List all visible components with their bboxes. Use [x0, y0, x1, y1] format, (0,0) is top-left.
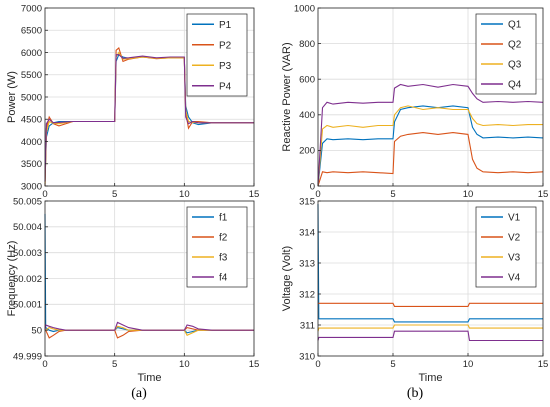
panel1-ytick-label: 3500	[21, 159, 42, 170]
panel3-legend-label-Q1: Q1	[508, 20, 522, 31]
panel4-xlabel: Time	[418, 372, 442, 384]
panel2-xtick-label: 0	[42, 359, 47, 370]
panel2-series-f2	[45, 326, 254, 339]
panel4-axes-box	[317, 200, 544, 357]
panel4-xtick-label: 5	[390, 359, 395, 370]
panel3-legend-box	[475, 13, 537, 95]
panel4-xtick-label: 10	[463, 359, 474, 370]
caption-a: (a)	[131, 386, 147, 401]
panel1-ytick-label: 3000	[21, 181, 42, 192]
panel1-xtick-label: 0	[42, 189, 47, 200]
panel3-legend-label-Q3: Q3	[508, 60, 522, 71]
panel2-ytick-label: 49.999	[13, 351, 42, 362]
panel2-legend-label-f4: f4	[219, 273, 228, 284]
panel2-ylabel: Frequency (Hz)	[6, 241, 18, 317]
panel4-legend-label-V4: V4	[508, 273, 521, 284]
panel3-ytick-label: 800	[299, 39, 315, 50]
panel4-legend-label-V2: V2	[508, 233, 521, 244]
panel2-ytick-label: 50	[31, 325, 42, 336]
panel3-axes-box	[317, 7, 544, 187]
panel3-ytick-label: 0	[310, 181, 315, 192]
panel1-ytick-label: 6000	[21, 48, 42, 59]
panel2-xtick-label: 15	[249, 359, 260, 370]
panel1-series-P4	[44, 54, 254, 182]
panel3-ytick-label: 400	[299, 110, 315, 121]
panel1-ytick-label: 6500	[21, 26, 42, 37]
panel1-legend-label-P4: P4	[219, 81, 232, 92]
panel3-series-Q3	[317, 105, 543, 187]
panel3-legend-label-Q4: Q4	[508, 80, 522, 91]
panel2-ytick-label: 50.003	[13, 248, 42, 259]
panel2-xlabel: Time	[137, 372, 161, 384]
panel4-legend-label-V1: V1	[508, 213, 521, 224]
panel3-ytick-label: 200	[299, 146, 315, 157]
panel4-legend-label-V3: V3	[508, 253, 521, 264]
panel4-ytick-label: 314	[299, 227, 315, 238]
panel1-ytick-label: 4000	[21, 137, 42, 148]
panel2-series-f4	[44, 321, 254, 331]
panel4-series-V3	[317, 324, 543, 332]
panel4-series-V1	[317, 204, 543, 323]
panel1-ytick-label: 7000	[21, 3, 42, 14]
panel2-ytick-label: 50.001	[13, 300, 42, 311]
panel4-series-V4	[317, 330, 543, 342]
panel4-ytick-label: 315	[299, 196, 315, 207]
panel3-xtick-label: 10	[463, 189, 474, 200]
panel1-xtick-label: 15	[249, 189, 260, 200]
panel1-legend-label-P2: P2	[219, 40, 232, 51]
panel1-xtick-label: 5	[112, 189, 117, 200]
panel4-ytick-label: 312	[299, 289, 315, 300]
panel3-ytick-label: 1000	[294, 3, 315, 14]
panel4-xtick-label: 15	[538, 359, 549, 370]
panel3-ylabel: Reactive Power (VAR)	[281, 42, 293, 151]
panel4-xtick-label: 0	[315, 359, 320, 370]
panel2-legend-box	[186, 206, 248, 288]
panel2-ytick-label: 50.005	[13, 196, 42, 207]
panel2-ytick-label: 50.002	[13, 274, 42, 285]
panel1-xtick-label: 10	[179, 189, 190, 200]
panel2-xtick-label: 5	[112, 359, 117, 370]
panel3-series-Q2	[317, 132, 544, 187]
panel2-series-f3	[45, 325, 254, 337]
panel4-series-V2	[318, 302, 543, 307]
panel2-legend-label-f1: f1	[219, 213, 228, 224]
caption-b: (b)	[406, 386, 424, 401]
panel2-legend-label-f2: f2	[219, 233, 228, 244]
panel1-legend-label-P3: P3	[219, 61, 232, 72]
panel2-xtick-label: 10	[179, 359, 190, 370]
panel3-series-Q1	[317, 105, 544, 187]
panel2-ytick-label: 50.004	[13, 222, 42, 233]
panel1-ytick-label: 4500	[21, 115, 42, 126]
panel3-xtick-label: 5	[390, 189, 395, 200]
panel1-ytick-label: 5500	[21, 70, 42, 81]
panel3-legend-label-Q2: Q2	[508, 40, 522, 51]
panel4-ytick-label: 310	[299, 351, 315, 362]
panel1-legend-label-P1: P1	[219, 20, 232, 31]
panel3-xtick-label: 0	[315, 189, 320, 200]
panel4-legend-box	[475, 206, 537, 288]
panel4-ytick-label: 313	[299, 258, 315, 269]
panel4-ytick-label: 311	[300, 320, 315, 331]
panel3-ytick-label: 600	[299, 75, 315, 86]
panel1-legend-box	[186, 13, 248, 97]
panel3-xtick-label: 15	[538, 189, 549, 200]
panel2-series-f1	[44, 213, 254, 334]
panel2-legend-label-f3: f3	[219, 253, 228, 264]
panel4-ylabel: Voltage (Volt)	[281, 246, 293, 311]
panel1-ylabel: Power (W)	[6, 71, 18, 123]
panel3-series-Q4	[317, 83, 544, 187]
panel1-ytick-label: 5000	[21, 92, 42, 103]
